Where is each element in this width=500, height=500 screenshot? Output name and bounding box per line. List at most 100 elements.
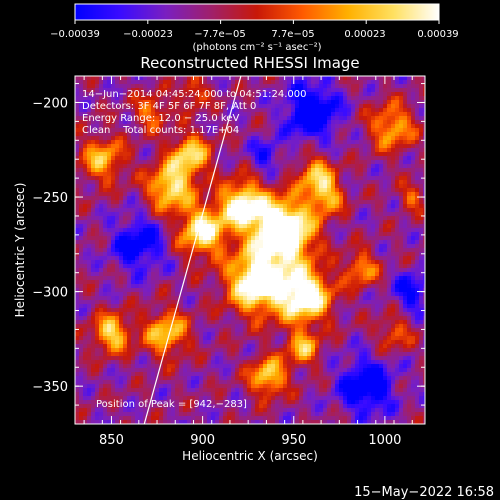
heatmap-cell (363, 196, 368, 201)
heatmap-cell (191, 140, 196, 145)
heatmap-cell (175, 248, 180, 253)
heatmap-cell (303, 192, 308, 197)
heatmap-cell (355, 168, 360, 173)
heatmap-cell (103, 192, 108, 197)
heatmap-cell (251, 76, 256, 81)
heatmap-cell (183, 140, 188, 145)
heatmap-cell (323, 292, 328, 297)
heatmap-cell (311, 164, 316, 169)
heatmap-cell (379, 280, 384, 285)
heatmap-cell (371, 140, 376, 145)
heatmap-cell (111, 248, 116, 253)
heatmap-cell (119, 176, 124, 181)
heatmap-cell (383, 164, 388, 169)
heatmap-cell (371, 156, 376, 161)
heatmap-cell (239, 168, 244, 173)
heatmap-cell (207, 108, 212, 113)
heatmap-cell (371, 120, 376, 125)
heatmap-cell (303, 248, 308, 253)
heatmap-cell (127, 196, 132, 201)
heatmap-cell (399, 212, 404, 217)
heatmap-cell (115, 252, 120, 257)
heatmap-cell (311, 176, 316, 181)
heatmap-cell (311, 152, 316, 157)
heatmap-cell (259, 140, 264, 145)
heatmap-cell (351, 120, 356, 125)
heatmap-cell (295, 124, 300, 129)
heatmap-cell (235, 300, 240, 305)
heatmap-cell (119, 132, 124, 137)
heatmap-cell (219, 92, 224, 97)
heatmap-cell (79, 148, 84, 153)
heatmap-cell (327, 208, 332, 213)
heatmap-cell (127, 200, 132, 205)
heatmap-cell (391, 172, 396, 177)
heatmap-cell (127, 252, 132, 257)
heatmap-cell (107, 92, 112, 97)
heatmap-cell (371, 244, 376, 249)
heatmap-cell (239, 104, 244, 109)
heatmap-cell (179, 140, 184, 145)
heatmap-cell (359, 148, 364, 153)
heatmap-cell (179, 100, 184, 105)
heatmap-cell (127, 220, 132, 225)
heatmap-cell (323, 260, 328, 265)
heatmap-cell (299, 232, 304, 237)
heatmap-cell (395, 116, 400, 121)
heatmap-cell (339, 132, 344, 137)
heatmap-cell (363, 176, 368, 181)
heatmap-cell (383, 104, 388, 109)
heatmap-cell (95, 188, 100, 193)
heatmap-cell (223, 188, 228, 193)
heatmap-cell (207, 300, 212, 305)
heatmap-cell (171, 172, 176, 177)
heatmap-cell (175, 156, 180, 161)
heatmap-cell (283, 96, 288, 101)
heatmap-cell (219, 164, 224, 169)
heatmap-cell (323, 208, 328, 213)
heatmap-cell (231, 140, 236, 145)
heatmap-cell (303, 264, 308, 269)
heatmap-cell (347, 248, 352, 253)
heatmap-cell (391, 296, 396, 301)
heatmap-cell (339, 224, 344, 229)
heatmap-cell (135, 136, 140, 141)
heatmap-cell (103, 148, 108, 153)
heatmap-cell (75, 96, 80, 101)
heatmap-cell (239, 268, 244, 273)
heatmap-cell (119, 256, 124, 261)
heatmap-cell (359, 152, 364, 157)
heatmap-cell (107, 264, 112, 269)
heatmap-cell (391, 152, 396, 157)
heatmap-cell (119, 148, 124, 153)
heatmap-cell (115, 128, 120, 133)
heatmap-cell (367, 224, 372, 229)
heatmap-cell (87, 200, 92, 205)
heatmap-cell (227, 188, 232, 193)
heatmap-cell (419, 180, 424, 185)
heatmap-cell (327, 124, 332, 129)
heatmap-cell (263, 76, 268, 81)
heatmap-cell (271, 284, 276, 289)
heatmap-cell (207, 272, 212, 277)
heatmap-cell (295, 164, 300, 169)
heatmap-cell (159, 88, 164, 93)
heatmap-cell (127, 144, 132, 149)
heatmap-cell (187, 84, 192, 89)
heatmap-cell (163, 252, 168, 257)
heatmap-cell (415, 148, 420, 153)
heatmap-cell (251, 144, 256, 149)
heatmap-cell (75, 184, 80, 189)
heatmap-cell (335, 148, 340, 153)
heatmap-cell (235, 116, 240, 121)
heatmap-cell (103, 224, 108, 229)
heatmap-cell (83, 256, 88, 261)
heatmap-cell (227, 300, 232, 305)
heatmap-cell (155, 124, 160, 129)
heatmap-cell (367, 252, 372, 257)
heatmap-cell (267, 120, 272, 125)
heatmap-cell (179, 264, 184, 269)
heatmap-cell (179, 208, 184, 213)
heatmap-cell (327, 296, 332, 301)
heatmap-cell (351, 180, 356, 185)
